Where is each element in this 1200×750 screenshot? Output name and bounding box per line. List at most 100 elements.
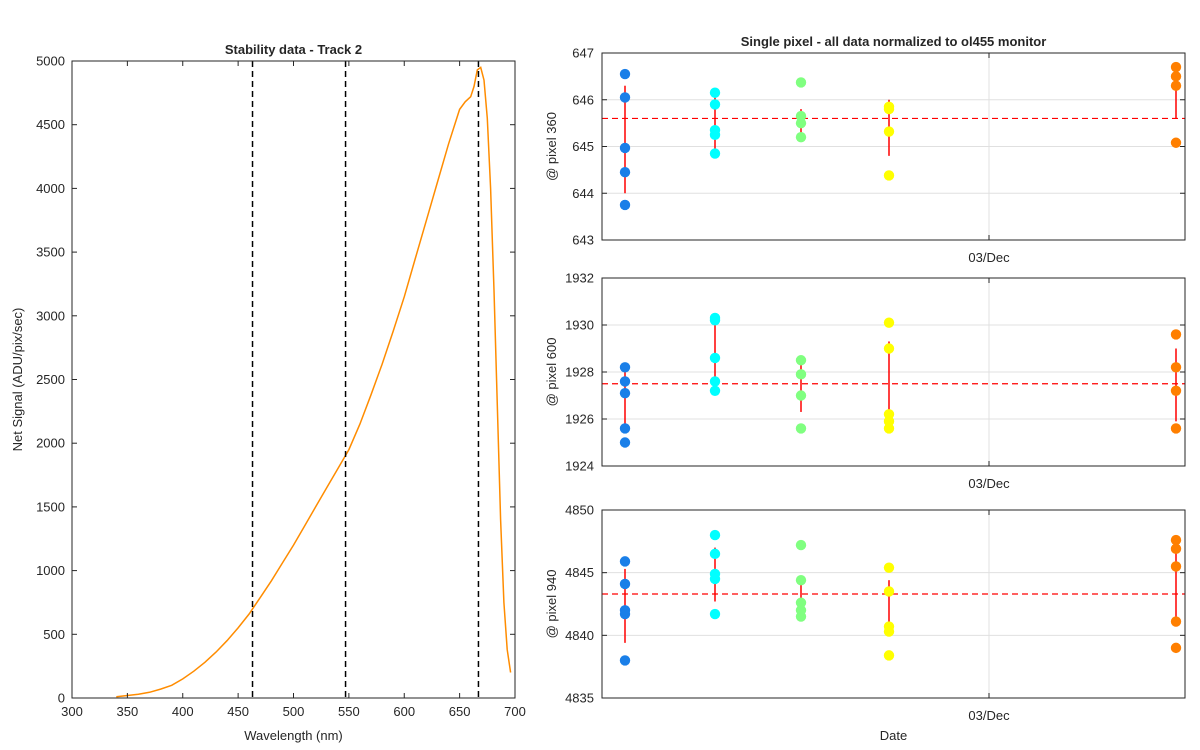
y-tick-label: 646 — [572, 92, 594, 107]
spectrum-x-ticks: 300 350 400 450 500 550 600 650 700 — [61, 61, 526, 719]
spectrum-series-layer — [116, 66, 512, 698]
panel-y-axis-label: @ pixel 600 — [544, 338, 559, 407]
y-tick-label: 1926 — [565, 412, 594, 427]
data-point — [795, 539, 807, 551]
data-point — [709, 148, 721, 159]
panel-frame — [601, 509, 1186, 699]
data-point — [709, 99, 721, 110]
data-point — [709, 352, 721, 364]
y-tick-label: 3500 — [36, 245, 65, 260]
data-point — [709, 385, 721, 396]
data-point — [1170, 534, 1182, 546]
y-tick-label: 1500 — [36, 499, 65, 514]
data-point — [619, 437, 631, 448]
data-point — [883, 170, 895, 181]
y-tick-label: 643 — [572, 233, 594, 248]
stability-panel-3: 4835 4840 4845 4850 03/Dec @ pixel 940 — [544, 503, 1186, 723]
data-point — [795, 131, 807, 143]
stability-panel-1: 643 644 645 646 647 03/Dec @ pixel 360 — [544, 46, 1186, 265]
spectrum-plot-title: Stability data - Track 2 — [225, 42, 362, 57]
date-tick-label: 03/Dec — [968, 476, 1010, 491]
x-tick-label: 700 — [504, 704, 526, 719]
spectrum-y-ticks: 0 500 1000 1500 2000 2500 3000 3500 4000 4500 5000 — [36, 54, 515, 706]
data-point — [883, 103, 895, 115]
data-point — [883, 586, 895, 597]
y-tick-label: 1930 — [565, 318, 594, 333]
data-point — [1170, 642, 1182, 654]
stability-panel-2: 1924 1926 1928 1930 1932 03/Dec @ pixel 600 — [544, 271, 1186, 491]
data-point — [1170, 80, 1182, 91]
data-point — [619, 199, 631, 211]
panel-background — [602, 510, 1185, 698]
data-point — [1170, 137, 1182, 148]
data-point — [883, 423, 895, 434]
data-point — [709, 573, 721, 585]
x-tick-label: 650 — [449, 704, 471, 719]
data-point — [619, 556, 631, 567]
y-tick-label: 1924 — [565, 459, 594, 474]
y-tick-label: 3000 — [36, 308, 65, 323]
data-point — [1170, 385, 1182, 396]
y-tick-label: 4840 — [565, 628, 594, 643]
data-point — [795, 77, 807, 88]
data-point — [1170, 543, 1182, 555]
y-tick-label: 4835 — [565, 691, 594, 706]
data-point — [1170, 616, 1182, 627]
y-tick-label: 2500 — [36, 372, 65, 387]
data-point — [1170, 71, 1182, 82]
spectrum-line — [116, 66, 512, 698]
data-point — [883, 126, 895, 137]
x-tick-label: 500 — [283, 704, 305, 719]
y-tick-label: 0 — [58, 691, 65, 706]
data-point — [883, 343, 895, 354]
data-point — [883, 650, 895, 661]
stability-panels: Single pixel - all data normalized to ol… — [544, 34, 1186, 743]
panel-y-axis-label: @ pixel 360 — [544, 112, 559, 181]
y-tick-label: 4500 — [36, 117, 65, 132]
y-tick-label: 1928 — [565, 365, 594, 380]
data-point — [619, 376, 631, 387]
data-point — [795, 597, 807, 608]
spectrum-y-axis-label: Net Signal (ADU/pix/sec) — [10, 308, 25, 452]
data-point — [795, 423, 807, 434]
spectrum-x-axis-label: Wavelength (nm) — [244, 728, 343, 743]
spectrum-plot: Stability data - Track 2 300 350 400 450 500… — [10, 42, 526, 743]
y-tick-label: 500 — [43, 627, 65, 642]
y-tick-label: 645 — [572, 139, 594, 154]
y-tick-label: 1000 — [36, 563, 65, 578]
data-point — [1170, 61, 1182, 73]
x-tick-label: 400 — [172, 704, 194, 719]
date-tick-label: 03/Dec — [968, 250, 1010, 265]
y-tick-label: 5000 — [36, 54, 65, 69]
data-point — [619, 362, 631, 373]
data-point — [619, 578, 631, 590]
y-tick-label: 647 — [572, 46, 594, 61]
data-point — [709, 529, 721, 541]
data-point — [883, 317, 895, 328]
data-point — [619, 387, 631, 399]
y-tick-label: 4850 — [565, 503, 594, 518]
data-point — [619, 608, 631, 620]
data-point — [795, 355, 807, 366]
date-axis-label: Date — [880, 728, 907, 743]
data-point — [619, 68, 631, 80]
data-point — [619, 423, 631, 434]
y-tick-label: 4000 — [36, 181, 65, 196]
data-point — [619, 655, 631, 666]
data-point — [883, 562, 895, 573]
data-point — [795, 574, 807, 586]
x-tick-label: 350 — [117, 704, 139, 719]
data-point — [709, 87, 721, 98]
panel-y-axis-label: @ pixel 940 — [544, 570, 559, 639]
x-tick-label: 600 — [393, 704, 415, 719]
date-tick-label: 03/Dec — [968, 708, 1010, 723]
data-point — [1170, 362, 1182, 373]
y-tick-label: 4845 — [565, 565, 594, 580]
data-point — [1170, 423, 1182, 434]
data-point — [619, 142, 631, 154]
x-tick-label: 450 — [227, 704, 249, 719]
stability-panels-title: Single pixel - all data normalized to ol… — [741, 34, 1047, 49]
y-tick-label: 1932 — [565, 271, 594, 286]
marker-lines-layer — [251, 61, 480, 698]
